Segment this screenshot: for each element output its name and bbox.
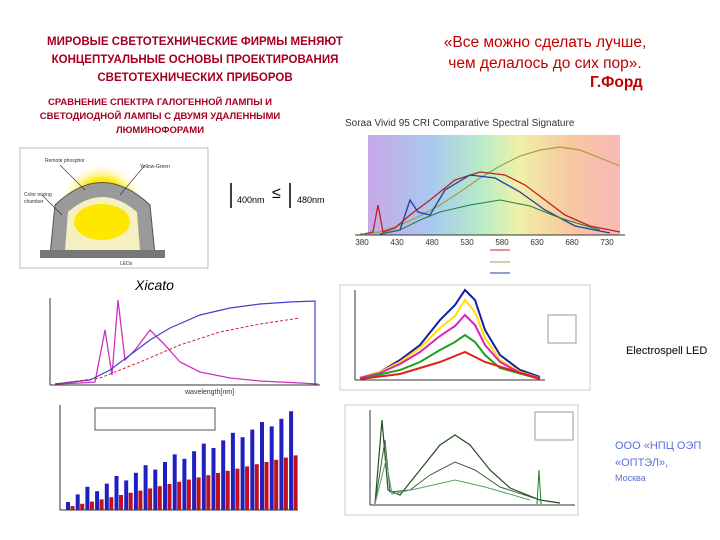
bar [163,462,167,510]
bar [143,465,148,510]
slide-title: МИРОВЫЕ СВЕТОТЕХНИЧЕСКИЕ ФИРМЫ МЕНЯЮТ КО… [15,33,375,87]
bar [254,464,259,510]
bar [85,486,90,510]
x-tick-label: 730 [600,238,614,247]
bar [109,497,114,510]
bar [201,443,206,510]
chart-title: Soraa Vivid 95 CRI Comparative Spectral … [345,118,575,129]
bar [99,499,104,510]
bar [89,501,94,510]
subtitle-line: ЛЮМИНОФОРАМИ [115,125,205,136]
x-tick-label: 480 [425,238,439,247]
bar [172,454,177,510]
quote-line: «Все можно сделать лучше, [443,34,647,51]
electrospell-chart [339,284,591,391]
svg-text:LEDs: LEDs [120,261,133,267]
optel-chart [344,404,579,516]
bar [269,426,274,510]
bar [230,432,235,510]
bar [66,502,70,510]
bar [192,451,197,510]
svg-text:Color mixing: Color mixing [24,192,52,198]
bar [148,488,153,510]
bar [250,429,255,510]
bar [235,468,240,510]
bar [216,473,220,510]
quote-line: чем делалось до сих пор». [448,55,642,72]
svg-text:wavelength[nm]: wavelength[nm] [184,389,234,396]
bar [95,491,100,510]
bar [186,479,191,510]
bar [124,480,129,510]
x-tick-label: 430 [390,238,404,247]
bar [153,469,158,510]
svg-text:Yellow-Green: Yellow-Green [140,164,170,170]
bar [119,495,123,510]
caption-electrospell: Electrospell LED [626,345,707,357]
bar [177,481,182,510]
title-line: КОНЦЕПТУАЛЬНЫЕ ОСНОВЫ ПРОЕКТИРОВАНИЯ [51,54,339,66]
x-tick-label: 530 [460,238,474,247]
bar [196,477,201,510]
bar [274,459,279,510]
bar [264,462,269,510]
bar [157,486,162,510]
bar-chart [35,400,300,530]
bar [138,490,143,510]
bar [128,492,133,510]
bar [289,411,294,510]
caption-city: Москва [615,473,646,483]
x-tick-label: 580 [495,238,509,247]
quote: «Все можно сделать лучше, чем делалось д… [420,32,670,74]
spectral-chart: Soraa Vivid 95 CRI Comparative Spectral … [340,116,660,280]
formula-left: 400nm [237,195,265,205]
quote-author: Г.Форд [590,74,643,91]
formula: 400nm ≤ 480nm [230,183,325,208]
bar [206,475,211,510]
x-tick-label: 380 [355,238,369,247]
bar [133,472,138,510]
bar [182,458,187,510]
xicato-chart: wavelength[nm] [15,292,330,396]
caption-xicato: Xicato [134,277,174,293]
x-tick-label: 630 [530,238,544,247]
bar [167,484,172,510]
bar [260,422,264,510]
bar [293,455,298,510]
bar [211,448,216,510]
formula-sign: ≤ [272,185,281,202]
subtitle-line: СРАВНЕНИЕ СПЕКТРА ГАЛОГЕННОЙ ЛАМПЫ И [48,97,272,108]
bar [80,503,85,510]
bar [279,418,284,510]
bar [221,440,226,510]
caption-company: ООО «НПЦ ОЭП [615,440,701,452]
bar [240,437,245,510]
bar [225,470,230,510]
lamp-diagram: Remote phosphor Yellow-Green Color mixingc… [19,147,209,269]
title-line: МИРОВЫЕ СВЕТОТЕХНИЧЕСКИЕ ФИРМЫ МЕНЯЮТ [47,36,343,48]
subtitle-line: СВЕТОДИОДНОЙ ЛАМПЫ С ДВУМЯ УДАЛЕННЫМИ [39,111,281,122]
title-line: СВЕТОТЕХНИЧЕСКИХ ПРИБОРОВ [97,72,293,84]
subtitle: СРАВНЕНИЕ СПЕКТРА ГАЛОГЕННОЙ ЛАМПЫ И СВЕ… [10,96,310,138]
bar [70,506,75,510]
bar [75,494,80,510]
bar [114,476,119,510]
bar [104,483,109,510]
bar [283,457,288,510]
x-tick-label: 680 [565,238,579,247]
bar [245,466,250,510]
svg-text:Remote phosphor: Remote phosphor [45,158,85,164]
formula-right: 480nm [297,195,325,205]
caption-company: «ОПТЭЛ», [615,457,668,469]
svg-text:chamber: chamber [24,199,44,205]
